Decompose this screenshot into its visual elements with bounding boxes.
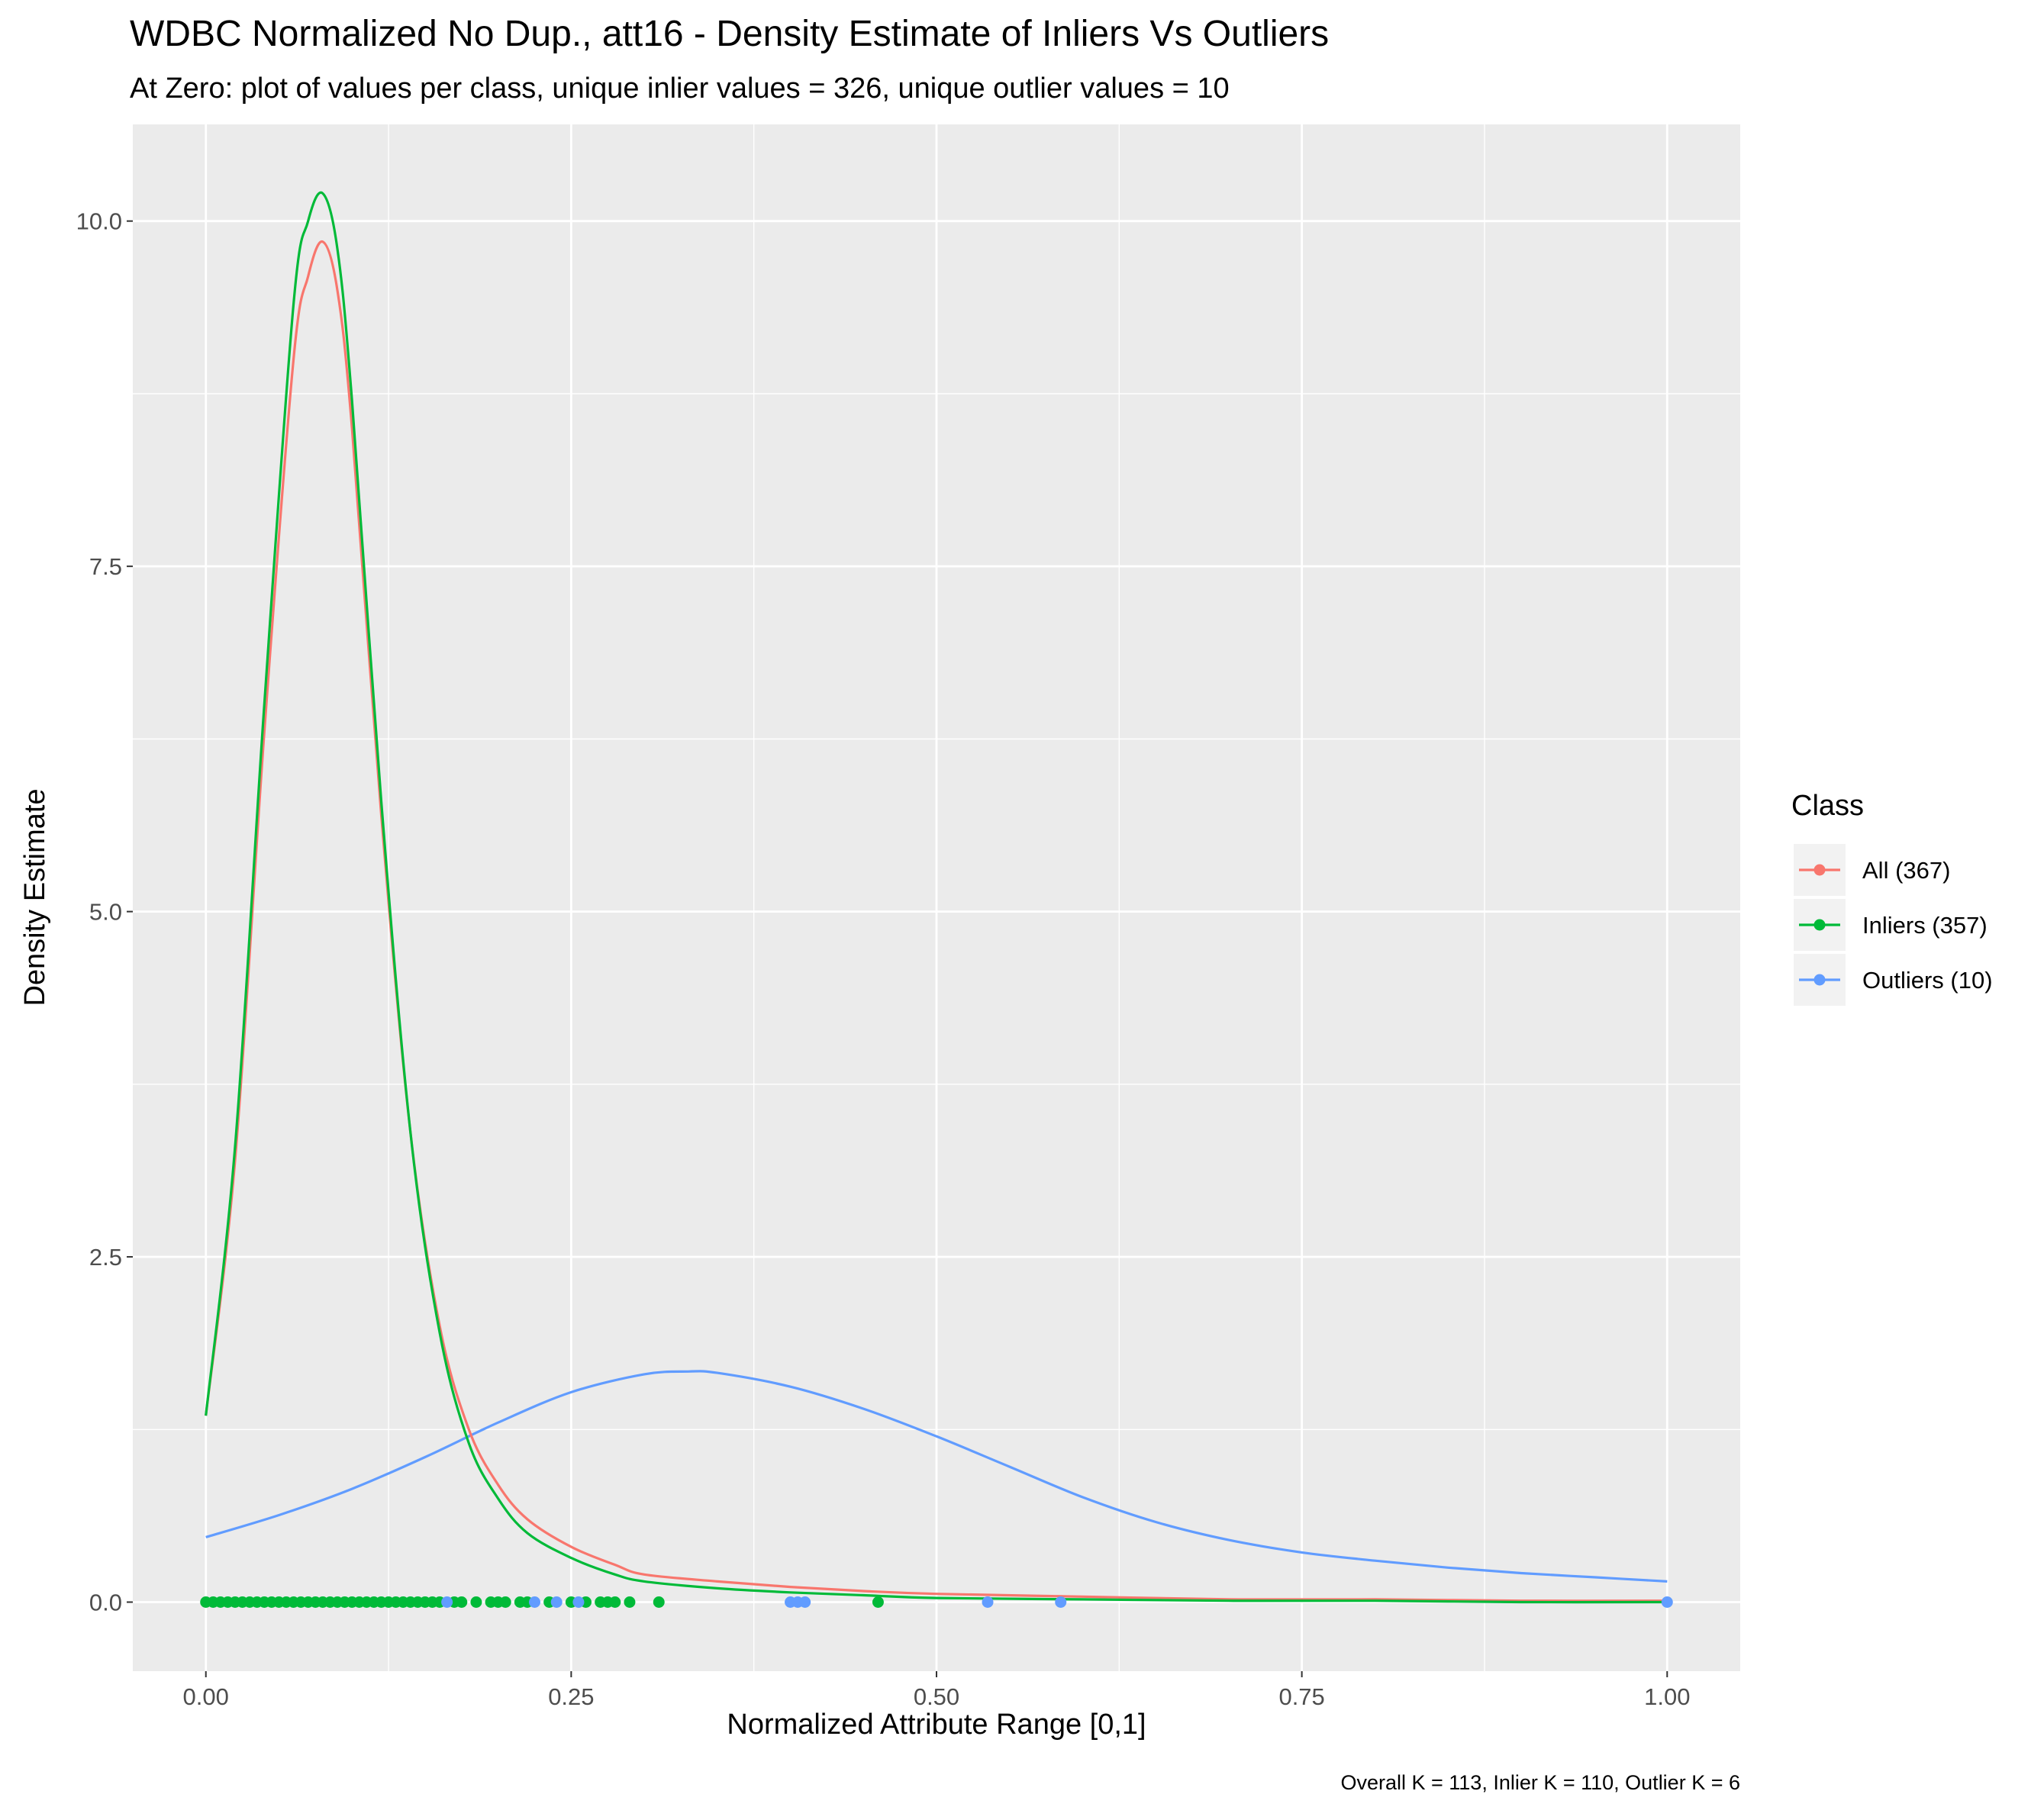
legend-dot-outliers — [1813, 974, 1826, 986]
point-outliers — [1055, 1596, 1067, 1609]
y-tick-label: 7.5 — [89, 553, 122, 580]
point-inliers — [609, 1596, 621, 1609]
legend-dot-inliers — [1813, 919, 1826, 931]
point-inliers — [624, 1596, 636, 1609]
point-inliers — [456, 1596, 468, 1609]
x-tick-label: 0.75 — [1278, 1683, 1324, 1710]
density-line-inliers — [205, 191, 1668, 1604]
y-axis-title: Density Estimate — [19, 788, 51, 1006]
legend: Class All (367) Inliers (357) Outliers (10… — [1791, 790, 1993, 1006]
point-outliers — [799, 1596, 811, 1609]
point-inliers — [499, 1596, 511, 1609]
point-outliers — [550, 1596, 563, 1609]
chart-caption: Overall K = 113, Inlier K = 110, Outlier… — [1340, 1771, 1740, 1794]
density-line-all — [205, 240, 1668, 1602]
point-outliers — [441, 1596, 453, 1609]
x-tick-label: 0.50 — [914, 1683, 959, 1710]
x-axis-title: Normalized Attribute Range [0,1] — [727, 1709, 1146, 1741]
point-inliers — [470, 1596, 482, 1609]
point-outliers — [982, 1596, 994, 1609]
x-tick-label: 0.25 — [548, 1683, 594, 1710]
y-tick-label: 5.0 — [89, 899, 122, 926]
legend-label-inliers: Inliers (357) — [1862, 912, 1988, 939]
point-inliers — [872, 1596, 884, 1609]
point-outliers — [1661, 1596, 1673, 1609]
density-line-outliers — [205, 1370, 1668, 1583]
legend-label-outliers: Outliers (10) — [1862, 967, 1993, 994]
y-tick-label: 2.5 — [89, 1244, 122, 1271]
y-tick-label: 0.0 — [89, 1590, 122, 1616]
y-axis: 0.0 2.5 5.0 7.5 10.0 — [76, 208, 133, 1616]
legend-title: Class — [1791, 790, 1864, 822]
point-inliers — [653, 1596, 665, 1609]
density-curves — [205, 191, 1668, 1604]
x-tick-label: 0.00 — [183, 1683, 229, 1710]
point-outliers — [529, 1596, 540, 1609]
point-outliers — [572, 1596, 585, 1609]
x-tick-label: 1.00 — [1644, 1683, 1690, 1710]
chart-title: WDBC Normalized No Dup., att16 - Density… — [130, 14, 1329, 54]
zero-points — [200, 1596, 1673, 1609]
y-tick-label: 10.0 — [76, 208, 122, 235]
x-axis: 0.00 0.25 0.50 0.75 1.00 — [183, 1671, 1690, 1710]
legend-label-all: All (367) — [1862, 857, 1950, 884]
legend-dot-all — [1813, 864, 1826, 876]
chart-subtitle: At Zero: plot of values per class, uniqu… — [130, 72, 1230, 105]
